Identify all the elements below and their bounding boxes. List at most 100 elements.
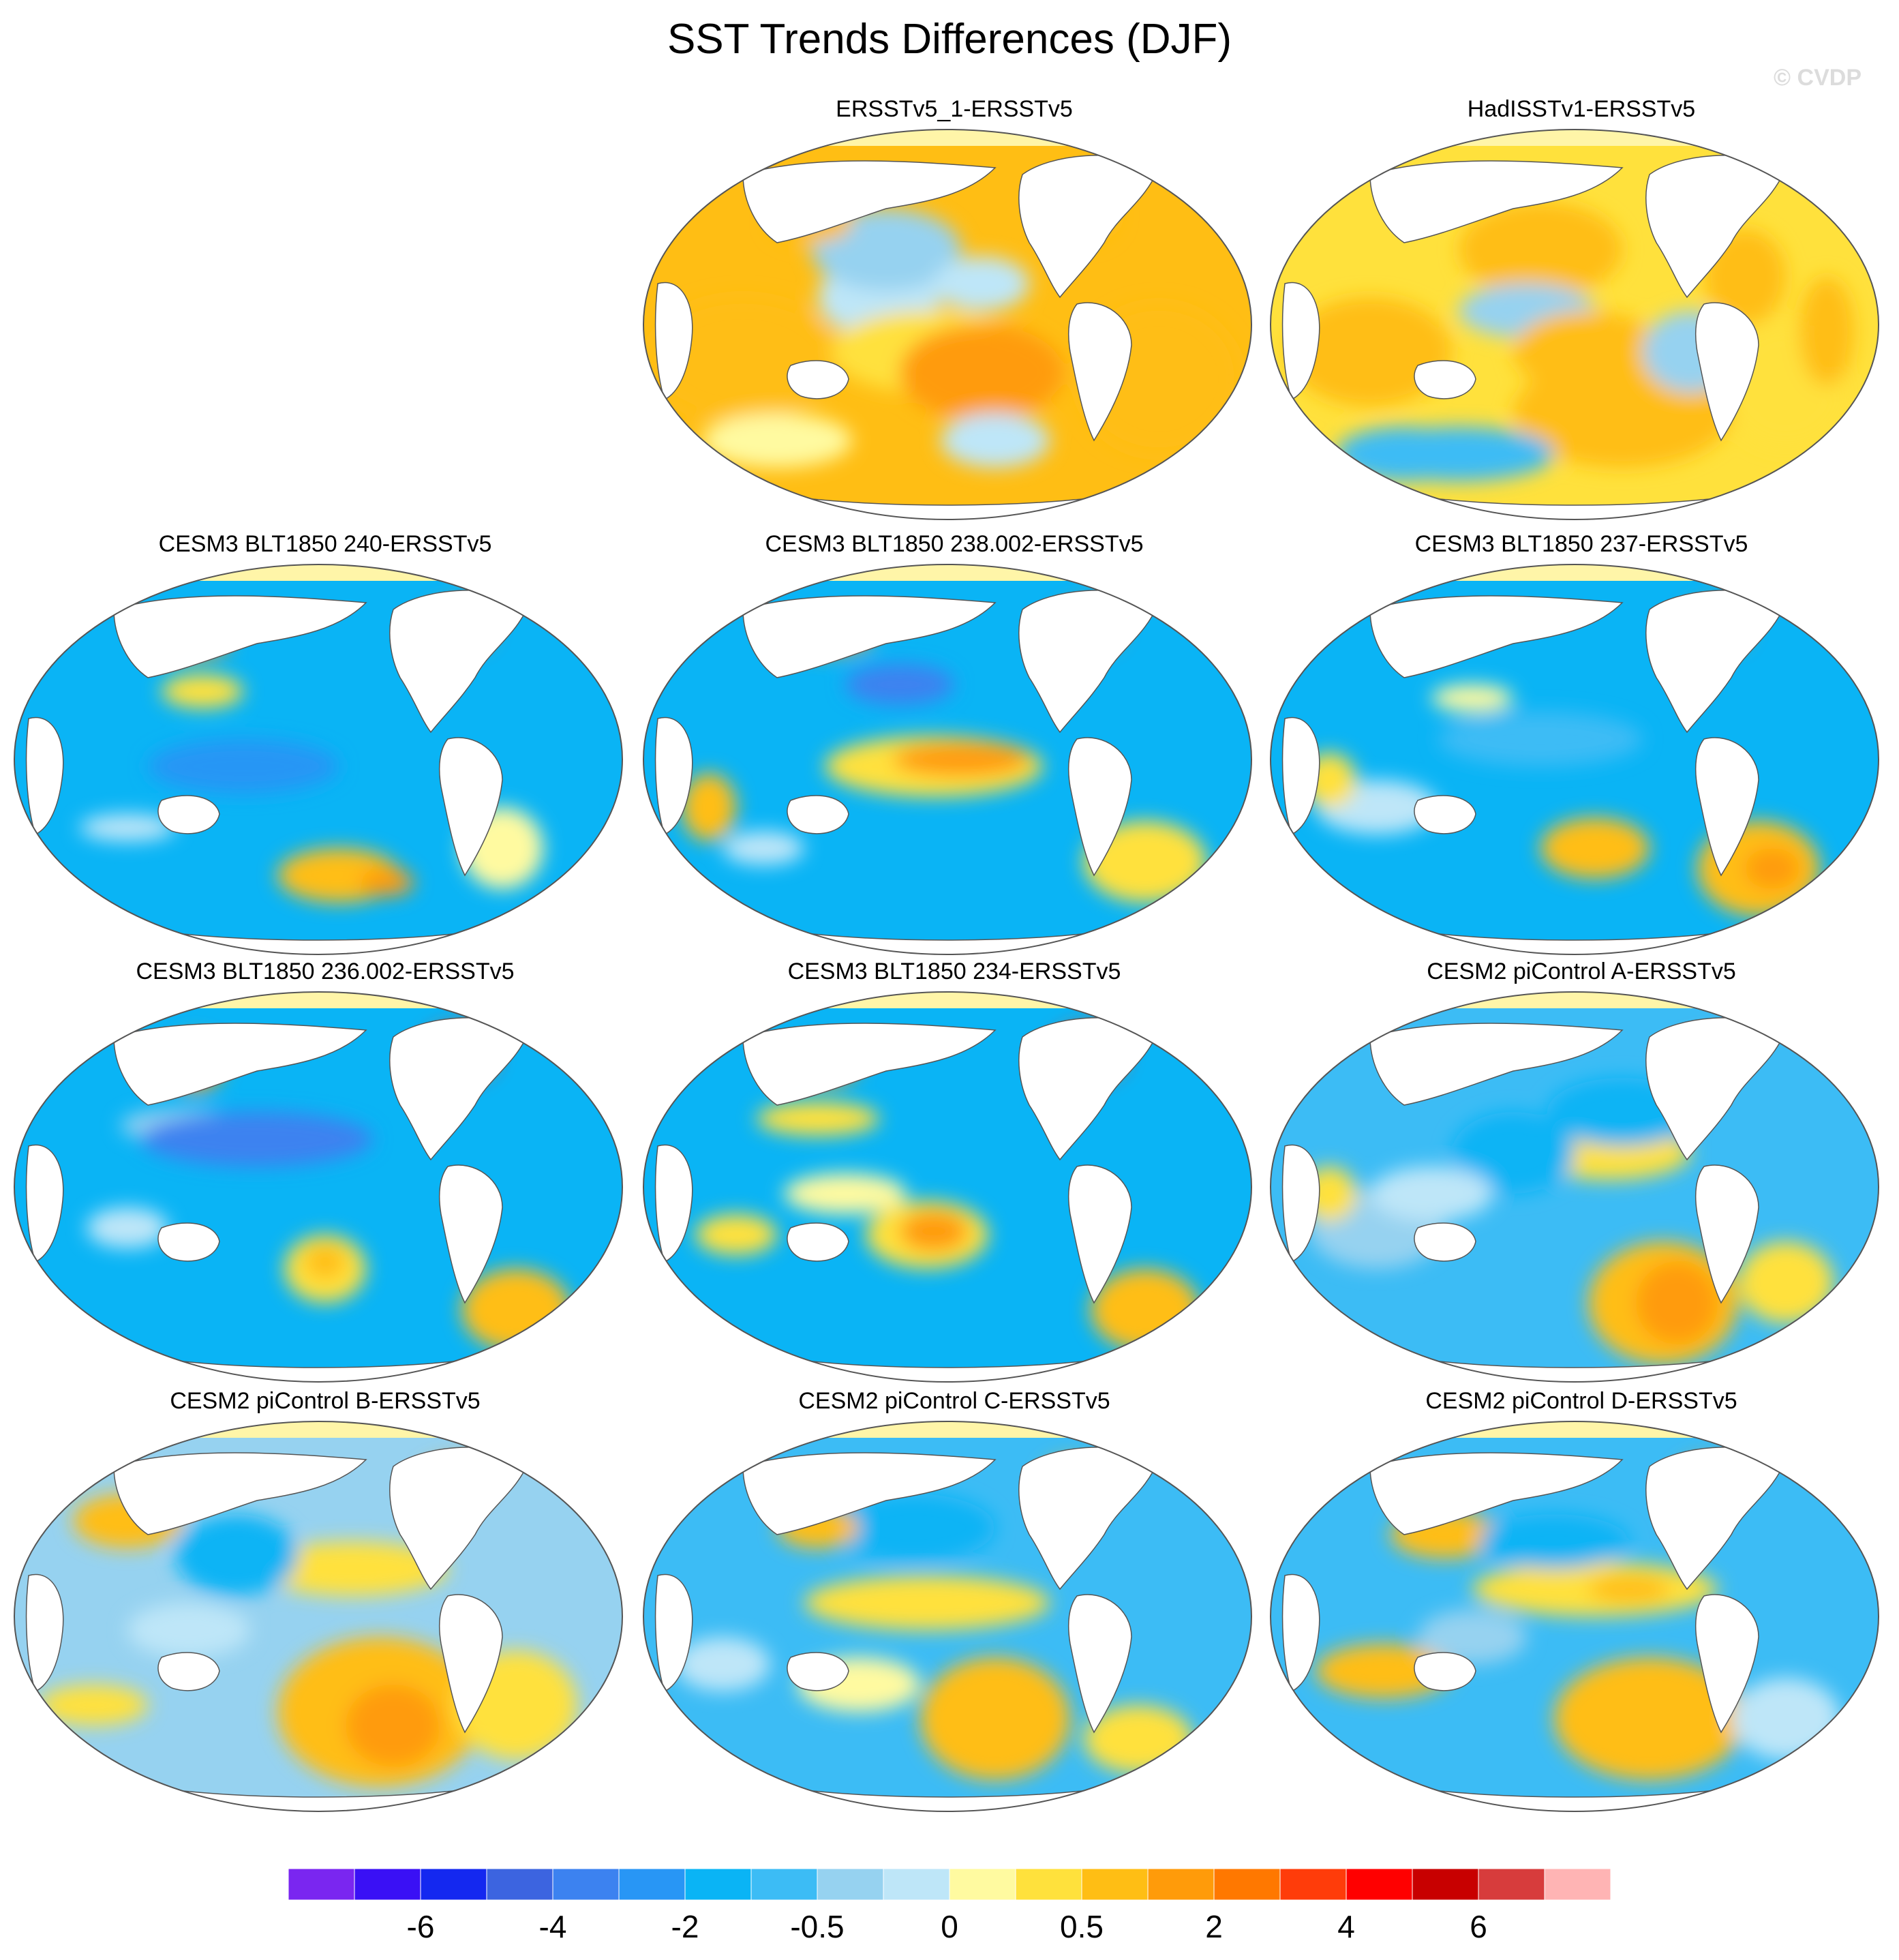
land-mass (1414, 795, 1476, 834)
robinson-map (1270, 1421, 1879, 1812)
sst-anomaly (1738, 1241, 1834, 1323)
colorbar-box (618, 1868, 686, 1901)
panel-title: CESM2 piControl A-ERSSTv5 (1427, 959, 1736, 984)
colorbar-box (1412, 1868, 1479, 1901)
sst-anomaly (757, 1102, 879, 1136)
panel-title: HadISSTv1-ERSSTv5 (1467, 96, 1696, 122)
land-mass (1695, 1164, 1759, 1304)
land-mass (742, 160, 997, 243)
sst-anomaly (162, 674, 243, 708)
robinson-map (14, 1421, 623, 1812)
colorbar-label: -6 (406, 1909, 435, 1944)
map-outline (14, 564, 623, 955)
robinson-map (1270, 129, 1879, 520)
robinson-map (643, 564, 1252, 955)
colorbar-box (1015, 1868, 1082, 1901)
land-mass (654, 1573, 693, 1693)
map-panel: CESM2 piControl A-ERSSTv5 (1268, 958, 1895, 1394)
sst-anomaly (305, 1245, 346, 1279)
map-panel: CESM2 piControl C-ERSSTv5 (641, 1387, 1268, 1824)
sst-anomaly (127, 1603, 250, 1657)
map-outline (643, 129, 1252, 520)
robinson-map (14, 564, 623, 955)
land-mass (25, 717, 64, 836)
panel-title: CESM3 BLT1850 234-ERSSTv5 (787, 959, 1121, 984)
land-mass (113, 595, 367, 678)
sst-anomaly (1799, 277, 1854, 386)
sst-anomaly (148, 739, 339, 794)
panel-title: CESM3 BLT1850 240-ERSSTv5 (158, 531, 492, 557)
colorbar-label: 2 (1205, 1909, 1223, 1944)
land-mass (1067, 1594, 1132, 1734)
sst-anomaly (257, 1541, 448, 1596)
colorbar-label: 0.5 (1060, 1909, 1104, 1944)
sst-anomaly (695, 1214, 777, 1255)
map-panel: CESM3 BLT1850 234-ERSSTv5 (641, 958, 1268, 1394)
land-mass (742, 1023, 997, 1106)
map-outline (643, 1421, 1252, 1812)
land-mass (654, 1144, 693, 1263)
colorbar-box (1544, 1868, 1611, 1901)
sst-anomaly (1452, 1112, 1575, 1194)
colorbar-box (354, 1868, 421, 1901)
robinson-map (14, 991, 623, 1383)
sst-anomaly (1288, 297, 1452, 406)
land-mass (1369, 1452, 1624, 1535)
colorbar-label: 4 (1337, 1909, 1355, 1944)
colorbar-box (750, 1868, 818, 1901)
robinson-map (643, 129, 1252, 520)
sst-anomaly (1745, 848, 1799, 889)
sst-anomaly (141, 1112, 373, 1166)
sst-anomaly (682, 773, 736, 841)
land-mass (1414, 360, 1476, 399)
land-mass (1067, 302, 1132, 442)
robinson-map (1270, 991, 1879, 1383)
colorbar-box (1346, 1868, 1413, 1901)
land-mass (438, 1594, 503, 1734)
land-mass (157, 1652, 220, 1691)
sst-anomaly (648, 297, 838, 420)
land-mass (1695, 302, 1759, 442)
map-panel: CESM3 BLT1850 236.002-ERSSTv5 (12, 958, 639, 1394)
land-mass (787, 360, 849, 399)
panel-title: CESM2 piControl C-ERSSTv5 (798, 1388, 1110, 1414)
land-mass (1369, 1023, 1624, 1106)
sst-anomaly (1438, 712, 1643, 766)
panel-title: CESM3 BLT1850 236.002-ERSSTv5 (136, 959, 515, 984)
colorbar-box (1147, 1868, 1215, 1901)
sst-anomaly (832, 1494, 995, 1562)
map-panel: ERSSTv5_1-ERSSTv5 (641, 95, 1268, 532)
panel-title: CESM2 piControl D-ERSSTv5 (1425, 1388, 1737, 1414)
sst-anomaly (941, 413, 1050, 468)
land-mass (1695, 737, 1759, 877)
land-mass (787, 795, 849, 834)
land-mass (25, 1144, 64, 1263)
colorbar-label: -2 (671, 1909, 699, 1944)
colorbar-label: 0 (941, 1909, 958, 1944)
sst-anomaly (804, 1575, 1050, 1630)
map-panel: CESM3 BLT1850 240-ERSSTv5 (12, 530, 639, 967)
land-mass (1414, 1652, 1476, 1691)
land-mass (787, 1652, 849, 1691)
sst-anomaly (900, 325, 1063, 420)
map-outline (1270, 1421, 1879, 1812)
land-mass (1281, 282, 1320, 401)
land-mass (1369, 160, 1624, 243)
land-mass (742, 595, 997, 678)
colorbar-box (420, 1868, 487, 1901)
colorbar-boxes (288, 1868, 1611, 1901)
sst-anomaly (1479, 1514, 1629, 1569)
map-outline (14, 991, 623, 1383)
map-outline (14, 1421, 623, 1812)
land-mass (654, 717, 693, 836)
sst-anomaly (1084, 821, 1206, 903)
map-outline (1270, 564, 1879, 955)
sst-anomaly (1459, 202, 1622, 297)
land-mass (787, 1222, 849, 1262)
sst-anomaly (1636, 1262, 1718, 1344)
cvdp-watermark: © CVDP (1774, 65, 1862, 91)
sst-anomaly (845, 664, 954, 705)
sst-anomaly (893, 742, 1029, 777)
sst-anomaly (702, 413, 852, 468)
land-mass (1067, 737, 1132, 877)
